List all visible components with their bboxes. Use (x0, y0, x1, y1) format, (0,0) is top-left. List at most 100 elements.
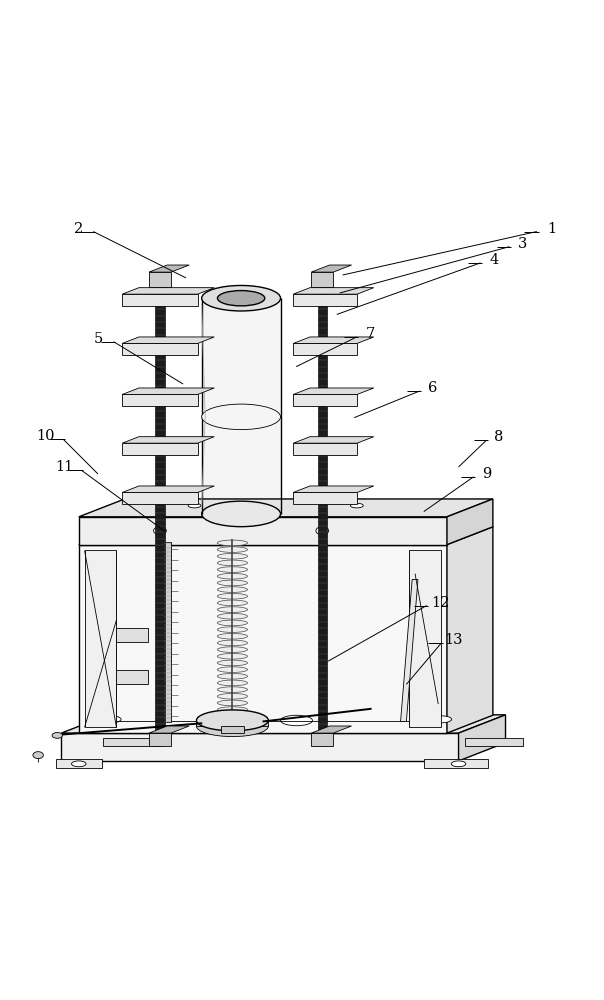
Ellipse shape (217, 633, 248, 639)
Ellipse shape (202, 404, 280, 430)
Ellipse shape (202, 501, 280, 527)
Ellipse shape (217, 667, 248, 672)
Polygon shape (311, 265, 352, 272)
Text: 8: 8 (495, 430, 504, 444)
Text: 4: 4 (490, 253, 499, 267)
Polygon shape (294, 388, 374, 394)
Ellipse shape (217, 553, 248, 559)
Ellipse shape (71, 761, 86, 767)
Polygon shape (62, 715, 506, 733)
Polygon shape (294, 288, 374, 294)
Polygon shape (85, 550, 117, 727)
Polygon shape (465, 738, 523, 746)
Polygon shape (122, 394, 198, 406)
Polygon shape (294, 492, 357, 504)
Polygon shape (318, 280, 327, 733)
Ellipse shape (280, 715, 312, 726)
Polygon shape (294, 337, 374, 343)
Ellipse shape (217, 640, 248, 646)
Ellipse shape (217, 627, 248, 632)
Ellipse shape (217, 560, 248, 566)
Polygon shape (122, 337, 214, 343)
Polygon shape (294, 443, 357, 455)
Polygon shape (424, 759, 487, 768)
Ellipse shape (217, 660, 248, 666)
Ellipse shape (217, 713, 248, 719)
Polygon shape (79, 545, 447, 733)
Polygon shape (62, 733, 458, 761)
Polygon shape (221, 726, 244, 733)
Polygon shape (149, 733, 171, 746)
Ellipse shape (52, 733, 63, 738)
Polygon shape (311, 726, 352, 733)
Polygon shape (122, 343, 198, 355)
Ellipse shape (217, 580, 248, 586)
Polygon shape (311, 272, 333, 287)
Polygon shape (122, 443, 198, 455)
Polygon shape (103, 738, 161, 746)
Ellipse shape (316, 527, 329, 535)
Polygon shape (149, 265, 189, 272)
Text: 9: 9 (482, 467, 491, 481)
Ellipse shape (350, 503, 363, 508)
Ellipse shape (217, 607, 248, 612)
Polygon shape (311, 733, 333, 746)
Text: 5: 5 (93, 332, 103, 346)
Ellipse shape (217, 707, 248, 712)
Text: 1: 1 (547, 222, 556, 236)
Ellipse shape (202, 285, 280, 311)
Polygon shape (79, 527, 493, 545)
Text: 13: 13 (445, 633, 463, 647)
Ellipse shape (217, 547, 248, 552)
Ellipse shape (217, 647, 248, 652)
Polygon shape (122, 294, 198, 306)
Polygon shape (294, 294, 357, 306)
Text: 12: 12 (431, 596, 449, 610)
Polygon shape (294, 343, 357, 355)
Text: 6: 6 (428, 381, 438, 395)
Polygon shape (294, 437, 374, 443)
Polygon shape (164, 542, 171, 722)
Ellipse shape (217, 573, 248, 579)
Polygon shape (149, 726, 189, 733)
Ellipse shape (153, 527, 166, 535)
Text: 3: 3 (518, 237, 527, 251)
Polygon shape (294, 394, 357, 406)
Ellipse shape (217, 653, 248, 659)
Ellipse shape (217, 620, 248, 626)
Polygon shape (122, 288, 214, 294)
Text: 10: 10 (36, 429, 55, 443)
Polygon shape (122, 388, 214, 394)
Ellipse shape (217, 593, 248, 599)
Ellipse shape (101, 716, 121, 723)
Ellipse shape (196, 710, 268, 731)
Ellipse shape (217, 540, 248, 546)
Polygon shape (117, 670, 149, 684)
Polygon shape (122, 437, 214, 443)
Ellipse shape (217, 567, 248, 572)
Ellipse shape (217, 700, 248, 706)
Polygon shape (155, 280, 164, 733)
Polygon shape (458, 715, 506, 761)
Text: 7: 7 (366, 327, 375, 341)
Polygon shape (117, 628, 149, 642)
Ellipse shape (196, 716, 268, 737)
Polygon shape (79, 517, 447, 545)
Ellipse shape (217, 291, 265, 306)
Ellipse shape (217, 587, 248, 592)
Ellipse shape (217, 600, 248, 606)
Polygon shape (447, 527, 493, 733)
Text: 2: 2 (74, 222, 83, 236)
Polygon shape (122, 492, 198, 504)
Ellipse shape (431, 716, 452, 723)
Polygon shape (79, 499, 493, 517)
Ellipse shape (217, 680, 248, 686)
Polygon shape (149, 272, 171, 287)
Polygon shape (400, 579, 418, 721)
Ellipse shape (217, 673, 248, 679)
Ellipse shape (451, 761, 466, 767)
Bar (202, 298, 280, 514)
Polygon shape (294, 486, 374, 492)
Polygon shape (410, 550, 441, 727)
Ellipse shape (33, 752, 43, 759)
